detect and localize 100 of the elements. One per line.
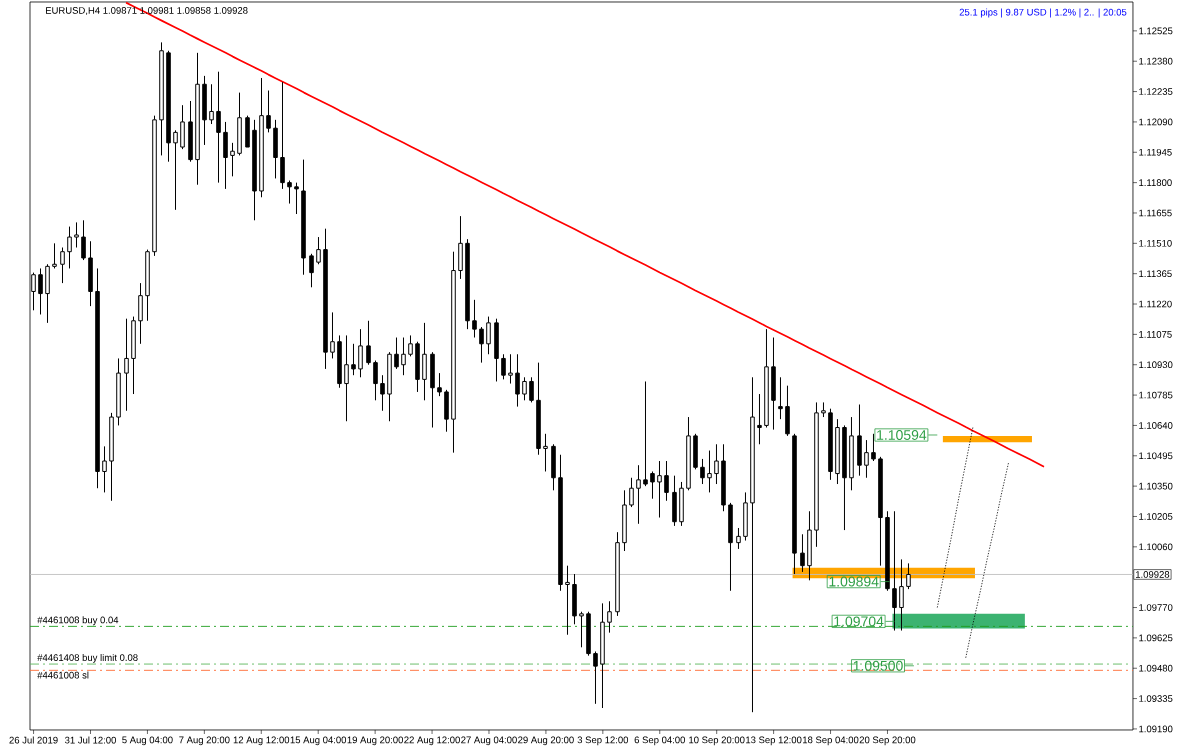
candlestick	[800, 533, 805, 573]
y-tick-label: 1.11510	[1139, 239, 1172, 247]
x-tick-label: 29 Aug 20:00	[518, 736, 574, 746]
candlestick	[707, 450, 712, 493]
annotation: 25.1 pips | 9.87 USD | 1.2% | 2.. | 20:05	[959, 8, 1127, 18]
candlestick	[558, 454, 563, 592]
candlestick	[679, 481, 684, 527]
y-tick-label: 1.11365	[1139, 270, 1172, 278]
x-tick-label: 10 Sep 20:00	[689, 736, 745, 746]
y-tick-label: 1.09190	[1139, 725, 1173, 733]
candlestick	[465, 238, 470, 330]
candlestick	[736, 527, 741, 550]
candlestick	[202, 75, 207, 146]
candlestick	[835, 418, 840, 485]
candlestick	[743, 491, 748, 542]
y-tick-label: 1.10785	[1139, 391, 1173, 399]
y-tick-label: 1.10495	[1139, 452, 1173, 460]
candlestick	[387, 351, 392, 422]
y-tick-label: 1.11075	[1139, 331, 1172, 338]
candlestick	[672, 475, 677, 527]
candlestick	[636, 464, 641, 525]
candlestick	[885, 510, 890, 592]
y-tick-label: 1.12235	[1139, 88, 1173, 95]
y-tick-label: 1.11220	[1139, 300, 1172, 308]
candlestick	[366, 320, 371, 366]
candlestick	[750, 376, 755, 713]
candlestick	[95, 267, 100, 489]
x-tick-label: 19 Aug 20:00	[347, 736, 403, 746]
y-tick-label: 1.09770	[1139, 604, 1173, 611]
candlestick	[74, 221, 79, 249]
candlestick	[252, 119, 257, 221]
candlestick	[422, 322, 427, 401]
x-tick-label: 26 Jul 2019	[9, 736, 58, 744]
candlestick	[785, 385, 790, 437]
candlestick	[45, 263, 50, 324]
line-series	[936, 427, 974, 608]
candlestick	[764, 328, 769, 429]
y-tick-label: 1.10060	[1139, 543, 1173, 551]
candlestick	[536, 362, 541, 456]
candlestick	[401, 337, 406, 376]
y-tick-label: 1.09625	[1139, 634, 1173, 642]
annotation: 1.10594	[877, 430, 927, 440]
x-tick-label: 3 Sep 12:00	[577, 736, 629, 746]
candlestick	[344, 334, 349, 422]
x-tick-label: 31 Jul 12:00	[64, 736, 116, 744]
candlestick	[67, 226, 72, 269]
candlestick	[807, 510, 812, 581]
y-tick-label: 1.10205	[1139, 513, 1173, 520]
ref-line-label: #4461408 buy limit 0.08	[37, 653, 138, 663]
candlestick	[230, 142, 235, 177]
y-tick-label: 1.09480	[1139, 664, 1173, 672]
x-tick-label: 20 Sep 20:00	[859, 736, 916, 746]
candlestick	[664, 460, 669, 502]
x-tick-label: 22 Aug 12:00	[404, 736, 460, 746]
line-series	[965, 462, 1009, 659]
y-tick-label: 1.11655	[1139, 209, 1172, 217]
candlestick	[38, 267, 43, 315]
candlestick	[102, 445, 107, 493]
candlestick	[622, 489, 627, 552]
candlestick	[892, 510, 897, 632]
ref-line-label: 1.09928	[1135, 571, 1170, 578]
candlestick	[771, 337, 776, 431]
candlestick	[88, 240, 93, 307]
ref-line-label: #4461008 sl	[37, 671, 89, 679]
candlestick	[814, 401, 819, 548]
candlestick	[216, 71, 221, 184]
candlestick	[600, 602, 605, 709]
candlestick	[430, 351, 435, 429]
candlestick	[849, 416, 854, 491]
candlestick	[380, 374, 385, 412]
y-tick-label: 1.09335	[1139, 695, 1173, 702]
candlestick	[657, 460, 662, 519]
candlestick	[458, 215, 463, 280]
candlestick	[778, 376, 783, 420]
y-tick-label: 1.11800	[1139, 179, 1172, 186]
candlestick	[757, 393, 762, 445]
candlestick	[124, 318, 129, 412]
candlestick	[607, 600, 612, 634]
candlestick	[301, 159, 306, 276]
candlestick	[394, 337, 399, 370]
candlestick	[543, 433, 548, 472]
y-tick-label: 1.10640	[1139, 422, 1173, 429]
candlestick	[323, 228, 328, 370]
candlestick	[842, 424, 847, 531]
candlestick	[159, 41, 164, 156]
ref-line-label: #4461008 buy 0.04	[37, 616, 119, 626]
candlestick	[857, 404, 862, 477]
candlestick	[173, 129, 178, 211]
x-tick-label: 27 Aug 04:00	[461, 736, 517, 746]
candlestick	[188, 100, 193, 163]
y-tick-label: 1.12380	[1139, 57, 1173, 65]
candlestick	[337, 334, 342, 389]
candlestick	[899, 558, 904, 632]
candlestick	[209, 83, 214, 125]
candlestick	[138, 282, 143, 345]
annotation: 1.09894	[829, 576, 879, 587]
candlestick	[700, 458, 705, 485]
y-tick-label: 1.12090	[1139, 118, 1173, 126]
candlestick	[515, 353, 520, 408]
candlestick	[223, 121, 228, 190]
